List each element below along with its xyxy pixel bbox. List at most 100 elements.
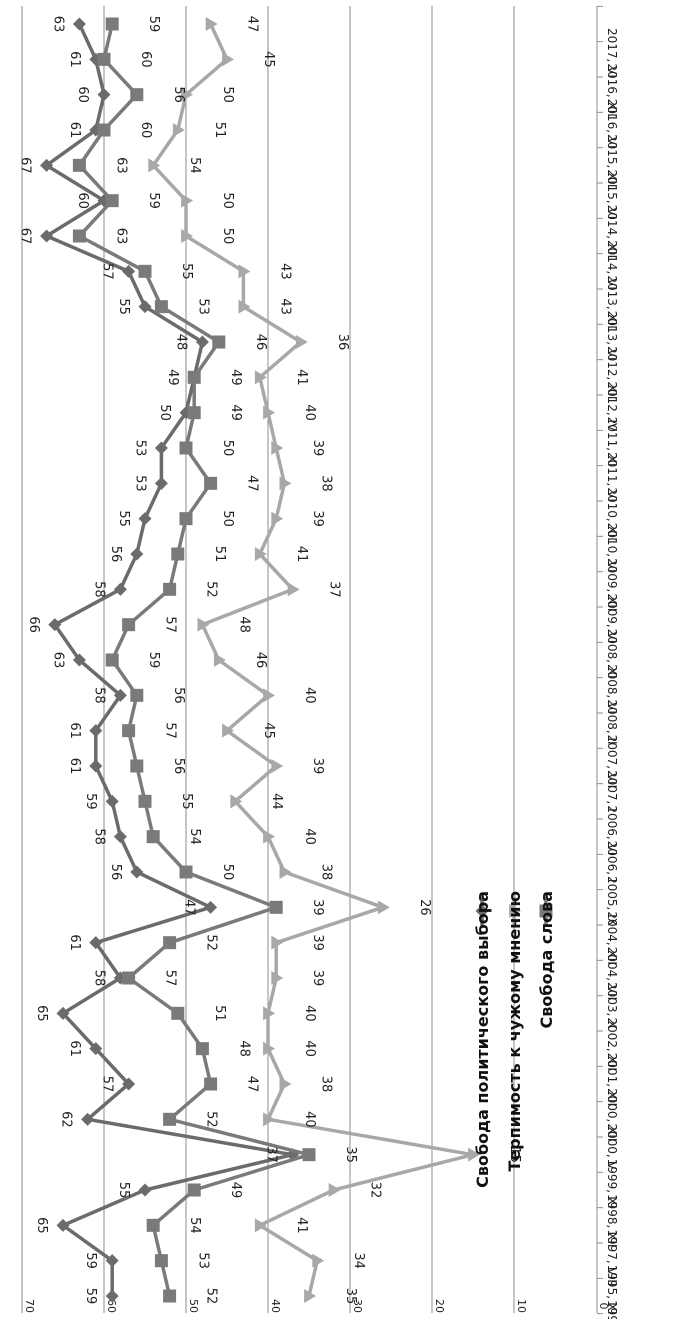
data-point-s3-15: [138, 794, 152, 808]
data-label-s1-13: 56: [108, 864, 123, 881]
data-label-s1-11: 61: [67, 934, 82, 951]
data-label-s1-29: 55: [116, 298, 131, 315]
data-label-s2-24: 38: [318, 475, 333, 492]
data-point-s3-18: [130, 688, 144, 702]
data-label-s1-18: 58: [91, 687, 106, 704]
data-point-s1-17: [89, 724, 103, 738]
data-label-s3-16: 56: [171, 758, 186, 775]
data-label-s2-29: 43: [277, 298, 292, 315]
data-label-s1-32: 60: [75, 192, 90, 209]
data-label-s1-23: 55: [116, 510, 131, 527]
data-point-s1-25: [154, 441, 168, 455]
data-label-s1-12: 47: [182, 899, 197, 916]
data-point-s1-2: [105, 1254, 119, 1268]
data-label-s3-34: 60: [138, 122, 153, 139]
data-label-s3-24: 47: [245, 475, 260, 492]
data-point-s2-3: [254, 1218, 267, 1233]
data-label-s2-34: 51: [212, 122, 227, 139]
category-label-1998-xii: 1998, XII: [605, 1194, 619, 1247]
legend-label-2: Терпимость к чужому мнению: [505, 891, 524, 1172]
category-label-2000-xii: 2000, XII: [605, 1088, 619, 1141]
data-label-s3-31: 63: [113, 228, 128, 245]
data-point-s1-15: [105, 794, 119, 808]
data-label-s1-6: 62: [59, 1111, 74, 1128]
data-label-s2-19: 46: [253, 652, 268, 669]
data-label-s1-9: 65: [34, 1005, 49, 1022]
category-label-2002-xii: 2002, XII: [605, 1017, 619, 1070]
data-label-s1-19: 63: [50, 652, 65, 669]
data-point-s2-12: [377, 900, 390, 915]
category-label-2013-vi: 2013, VI: [605, 311, 619, 361]
data-label-s2-6: 40: [302, 1111, 317, 1128]
data-label-s3-15: 55: [179, 793, 194, 810]
data-label-s2-21: 37: [327, 581, 342, 598]
data-point-s2-22: [254, 547, 267, 561]
data-label-s1-25: 53: [132, 440, 147, 457]
data-label-s2-11: 39: [310, 934, 325, 951]
data-point-s3-25: [179, 441, 193, 455]
data-label-s3-19: 59: [146, 652, 161, 669]
data-label-s3-30: 55: [179, 263, 194, 280]
data-label-s3-2: 53: [195, 1252, 210, 1269]
data-point-s1-33: [40, 158, 54, 172]
data-label-s3-25: 50: [220, 440, 235, 457]
category-label-2011-vi: 2011, VI: [605, 452, 619, 502]
category-label-2013-xii: 2013, XII: [605, 275, 619, 328]
data-point-s2-1: [304, 1289, 316, 1303]
data-point-s2-31: [181, 229, 193, 243]
category-label-1995-i: 1995, I: [605, 1300, 619, 1319]
data-label-s1-14: 58: [91, 828, 106, 845]
category-label-2016-xii: 2016, XII: [605, 63, 619, 116]
data-label-s3-26: 49: [228, 404, 243, 421]
data-point-s1-16: [89, 759, 103, 773]
data-point-s3-17: [122, 724, 136, 738]
data-label-s3-17: 57: [163, 722, 178, 739]
data-point-s3-14: [146, 830, 160, 844]
data-point-s2-24: [279, 476, 292, 491]
data-point-s2-20: [197, 617, 210, 632]
data-label-s3-18: 56: [171, 687, 186, 704]
value-tick-label-60: 60: [105, 1299, 118, 1313]
data-point-s3-5: [302, 1148, 316, 1162]
data-point-s3-7: [204, 1077, 218, 1091]
category-label-2011-xi: 2011, XI: [605, 417, 619, 467]
data-label-s2-5: 15: [507, 1146, 522, 1163]
data-label-s3-14: 54: [187, 828, 202, 845]
data-point-s2-2: [312, 1253, 325, 1268]
data-label-s2-37: 47: [245, 16, 260, 33]
data-point-s2-16: [271, 759, 284, 773]
category-label-2006-i: 2006, I: [605, 841, 619, 883]
category-label-2015-xii: 2015, XII: [605, 134, 619, 187]
data-point-s1-6: [81, 1112, 95, 1126]
data-label-s3-10: 57: [163, 970, 178, 987]
data-label-s2-20: 48: [236, 616, 251, 633]
category-label-2014-xii: 2014, XII: [605, 205, 619, 258]
category-label-2001-xii: 2001, XII: [605, 1053, 619, 1106]
data-label-s1-7: 57: [100, 1076, 115, 1093]
category-label-2005-ix: 2005, IX: [605, 876, 619, 926]
data-label-s2-23: 39: [310, 510, 325, 527]
data-label-s1-27: 49: [165, 369, 180, 386]
data-point-s2-7: [279, 1077, 292, 1091]
data-label-s1-3: 65: [34, 1217, 49, 1234]
data-label-s3-35: 56: [171, 86, 186, 103]
data-label-s2-15: 44: [269, 793, 284, 810]
data-label-s3-27: 49: [228, 369, 243, 386]
data-point-s2-37: [205, 17, 218, 31]
data-point-s1-7: [122, 1077, 136, 1091]
data-label-s3-36: 60: [138, 51, 153, 68]
category-label-2008-ii: 2008, II: [605, 699, 619, 744]
data-label-s3-7: 47: [245, 1076, 260, 1093]
data-point-s3-10: [122, 971, 136, 985]
data-label-s1-2: 59: [83, 1252, 98, 1269]
value-tick-label-50: 50: [187, 1299, 200, 1313]
data-point-s3-12: [269, 900, 283, 914]
data-point-s2-15: [230, 794, 243, 809]
data-point-s3-19: [105, 653, 119, 667]
data-label-s1-37: 63: [50, 16, 65, 33]
data-point-s3-26: [187, 406, 201, 420]
data-point-s3-8: [195, 1042, 209, 1056]
data-point-s2-6: [263, 1112, 275, 1127]
category-label-2014-vi: 2014, VI: [605, 240, 619, 290]
